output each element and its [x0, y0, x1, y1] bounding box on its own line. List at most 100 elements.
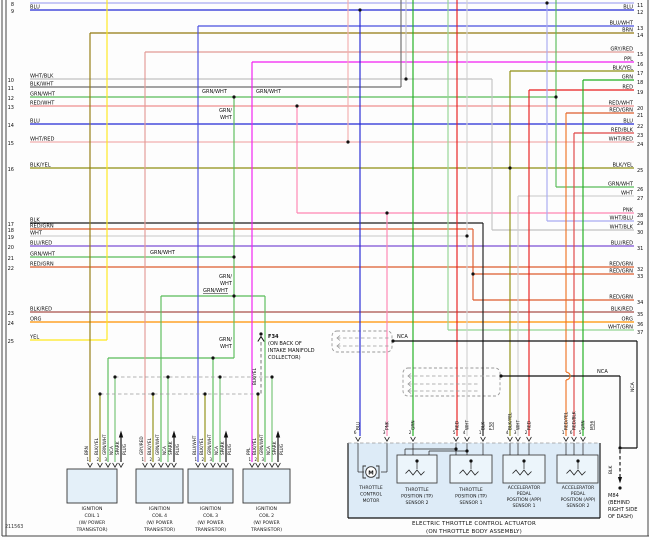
junction-dot [471, 272, 475, 276]
connector-pin-chevron [150, 462, 156, 469]
left-wire-label: BLU [30, 119, 40, 125]
wire-label: CONTROL [360, 492, 382, 498]
right-wire-label: BLK/RED [611, 307, 633, 313]
junction-dot [618, 486, 622, 490]
connector-pin-chevron [118, 462, 124, 469]
wire-label: 4 [463, 430, 466, 436]
wire-label: RED/BLK [572, 411, 578, 430]
connector-stub-tip [407, 373, 412, 379]
junction-dot [469, 459, 473, 463]
motor-bracket [362, 465, 366, 479]
left-wire-label: ORG [30, 317, 42, 323]
m84-ground-arrowhead [617, 477, 623, 484]
right-pin-number: 32 [637, 267, 643, 273]
wire-label: 2 [254, 457, 257, 462]
wire-label: RED/YEL [564, 411, 570, 430]
wire-label: 4 [506, 430, 509, 436]
wire-label: BLK [481, 422, 487, 430]
wire-label: NCA [266, 446, 271, 455]
right-pin-number: 34 [637, 300, 643, 306]
right-wire-label: PPL [624, 57, 633, 63]
junction-dot [415, 459, 419, 463]
wire-crossover-hop [565, 371, 571, 381]
wire-label: 1 [194, 457, 197, 462]
junction-dot [508, 166, 512, 170]
wire-label: 5 [579, 430, 582, 436]
wire-label: GRN/ [219, 108, 232, 114]
wire-label: 5 [453, 430, 456, 436]
wire-label: M84 [608, 493, 619, 499]
potentiometer-zigzag [459, 469, 479, 476]
wire-label: 1 [248, 457, 251, 462]
wire-label: THROTTLE [358, 485, 383, 491]
wire-label: TRANSISTOR) [143, 527, 175, 533]
connector-pin-chevron [275, 462, 281, 469]
left-pin-number: 21 [8, 256, 14, 262]
left-pin-number: 13 [8, 105, 14, 111]
component-box [556, 454, 599, 484]
wire-label: NCA [397, 334, 408, 340]
right-wire-label: BLU/RED [611, 241, 633, 247]
potentiometer-zigzag [512, 469, 532, 476]
connector-pin-chevron [195, 462, 201, 469]
junction-dot [295, 104, 299, 108]
right-pin-number: 20 [637, 106, 643, 112]
junction-dot [522, 459, 526, 463]
wire-label: (W/ POWER [146, 520, 173, 526]
left-wire-label: GRN/WHT [30, 252, 56, 258]
right-wire-label: BLU [623, 119, 633, 125]
wire-label: 2 [525, 430, 528, 436]
wire-label: GRN/WHT [202, 89, 228, 95]
wire-label: BLK/YEL [147, 437, 152, 455]
left-pin-number: 12 [8, 96, 14, 102]
wire-label: GRN/WHT [207, 434, 212, 455]
spark-plug-arrowhead [171, 430, 177, 438]
junction-dot [232, 294, 236, 298]
connector-pin-chevron [87, 462, 93, 469]
right-pin-number: 12 [637, 10, 643, 16]
connector-pin-chevron [507, 436, 513, 443]
left-wire-label: RED/GRN [30, 224, 54, 230]
left-wire-label: YEL [29, 335, 39, 341]
wire-label: SENSOR 2 [406, 500, 429, 506]
junction-dot [554, 95, 558, 99]
connector-pin-chevron [563, 436, 569, 443]
wire-label: PEDAL [571, 491, 586, 497]
wire-label: SENSOR 1 [513, 503, 536, 509]
right-wire-label: BLK/YEL [612, 66, 633, 72]
wire-label: 1 [479, 430, 482, 436]
wire-label: INTAKE MANIFOLD [268, 348, 315, 354]
wire-label: BLK/YEL [252, 437, 257, 455]
right-wire-label: WHT/BLU [609, 216, 633, 222]
left-pin-number: 10 [8, 78, 14, 84]
right-wire-label: PNK [623, 208, 634, 214]
wire-label: 2 [149, 457, 152, 462]
left-pin-number: 18 [8, 228, 14, 234]
connector-pin-chevron [112, 462, 118, 469]
wire-label: BLU [356, 422, 362, 430]
wire-label: POSITION (APP) [561, 497, 596, 503]
wire-label: F58 [489, 422, 495, 430]
wire-label: GRN/WHT [155, 434, 160, 455]
junction-dot [232, 95, 236, 99]
junction-dot [256, 392, 260, 396]
right-pin-number: 29 [637, 221, 643, 227]
right-wire-label: BLU/WHT [609, 21, 633, 27]
component-box [135, 468, 184, 504]
wire-label: BLK/YEL [199, 437, 204, 455]
connector-pin-chevron [210, 462, 216, 469]
wire-label: NCA [630, 381, 636, 392]
wire-label: PLUG [122, 444, 127, 455]
wire-label: BRN [84, 446, 89, 455]
junction-dot [270, 375, 274, 379]
connector-pin-chevron [223, 462, 229, 469]
junction-dot [218, 375, 222, 379]
right-pin-number: 11 [637, 3, 643, 9]
wire-label: 1 [141, 457, 144, 462]
wire-label: POSITION (TP) [401, 494, 433, 500]
wire-label: GRN [581, 420, 587, 430]
wire-label: (W/ POWER [197, 520, 224, 526]
wire-label: COIL 1 [84, 513, 99, 519]
wire-label: GRN/WHT [259, 434, 264, 455]
